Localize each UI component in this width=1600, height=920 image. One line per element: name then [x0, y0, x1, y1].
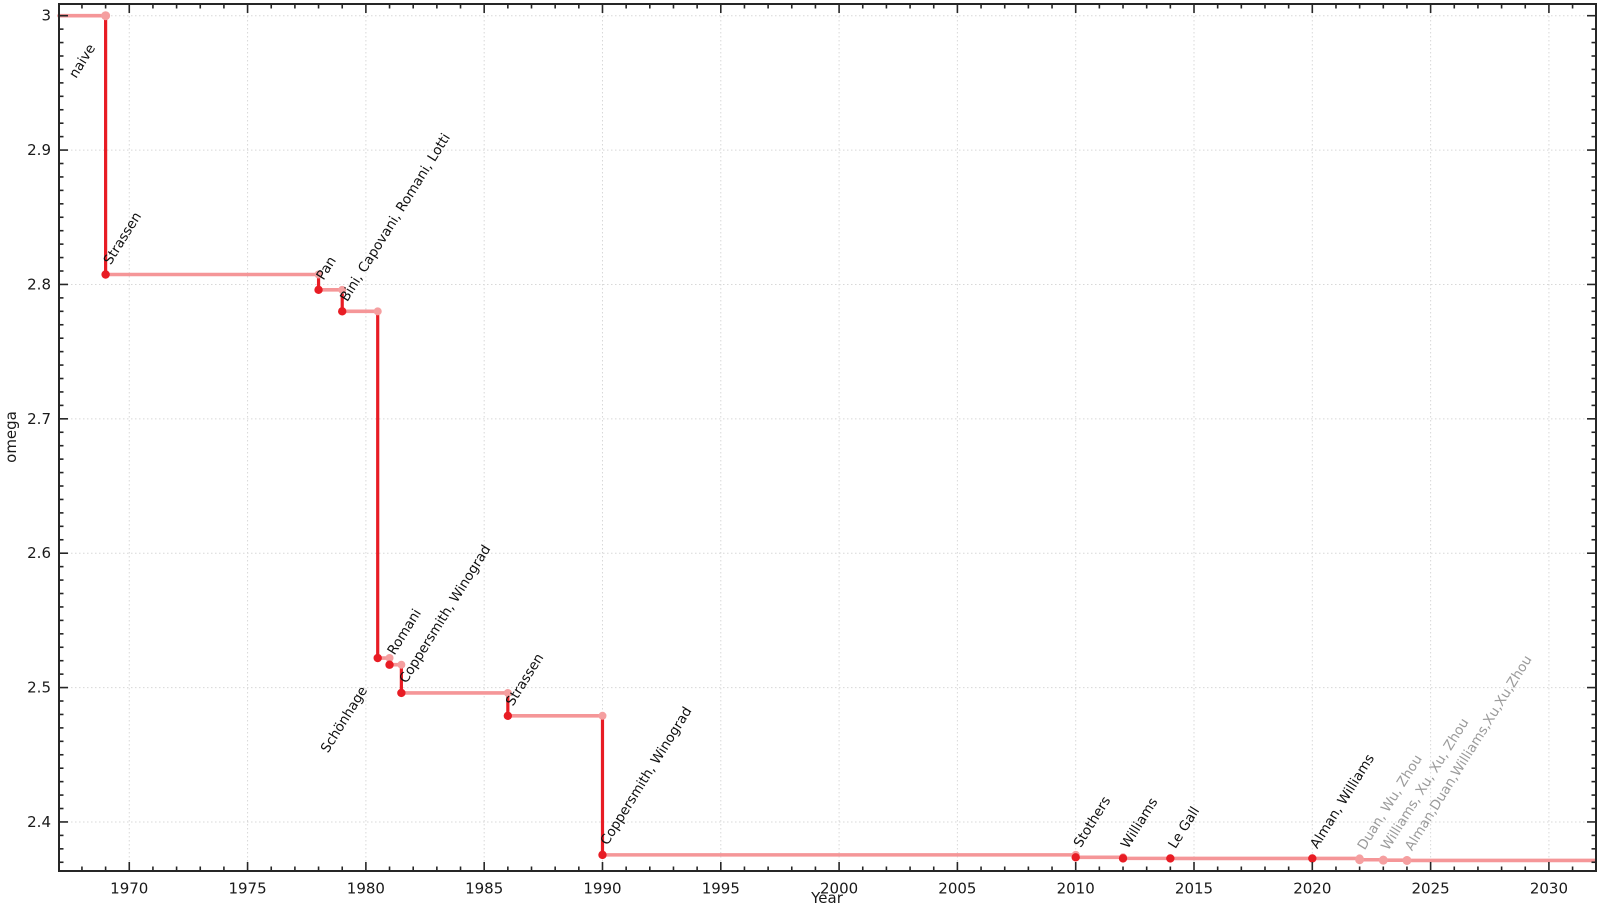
data-point-marker [598, 850, 607, 860]
point-label: Le Gall [1165, 804, 1203, 852]
point-label: Alman,Duan,Williams,Xu,Xu,Zhou [1402, 653, 1536, 854]
data-point-marker [1071, 853, 1080, 862]
point-label: Williams [1118, 795, 1162, 851]
y-axis-tick-label: 2.5 [27, 679, 51, 697]
step-corner-marker [373, 307, 382, 316]
data-point-marker [1378, 855, 1388, 865]
x-axis-tick-label: 2030 [1530, 880, 1568, 898]
data-point-marker [397, 688, 406, 698]
point-label: Coppersmith, Winograd [597, 704, 695, 848]
x-axis-tick-label: 2005 [938, 880, 976, 898]
step-corner-marker [598, 711, 607, 720]
step-corner-marker [503, 688, 512, 697]
point-label: Bini, Capovani, Romani, Lotti [337, 131, 454, 305]
data-point-marker [503, 711, 513, 720]
y-axis-tick-label: 3 [41, 7, 51, 25]
point-label: Schönhage [318, 684, 371, 756]
x-axis-tick-label: 1975 [228, 880, 266, 898]
step-corner-marker [397, 660, 406, 669]
plot-frame [58, 3, 1597, 872]
data-point-marker [1402, 855, 1412, 865]
data-point-marker [1308, 854, 1317, 863]
x-axis-tick-label: 2000 [820, 880, 858, 898]
data-point-marker [338, 307, 347, 316]
point-label: Strassen [503, 651, 548, 709]
y-axis-tick-label: 2.9 [27, 141, 51, 159]
data-point-marker [1166, 854, 1175, 863]
y-axis-tick-label: 2.4 [27, 813, 51, 831]
y-axis-tick-label: 2.6 [27, 544, 51, 562]
x-axis-tick-label: 1995 [702, 880, 740, 898]
data-point-marker [385, 660, 394, 669]
x-axis-tick-label: 1990 [583, 880, 621, 898]
point-label: naive [66, 41, 99, 81]
axis-layer: 1970 1975 1980 1985 1990 1995 2000 2005 2010 2015… [27, 3, 1597, 898]
data-point-marker [373, 653, 382, 663]
x-axis-tick-label: 2020 [1293, 880, 1331, 898]
x-axis-tick-label: 2010 [1057, 880, 1095, 898]
data-point-marker [1118, 854, 1128, 863]
x-axis-tick-label: 1985 [465, 880, 503, 898]
series-layer [57, 11, 1596, 865]
step-corner-marker [385, 654, 394, 663]
x-axis-tick-label: 2025 [1412, 880, 1450, 898]
data-point-marker [314, 285, 323, 295]
y-axis-tick-label: 2.7 [27, 410, 51, 428]
step-corner-marker [338, 285, 347, 294]
x-axis-tick-label: 2015 [1175, 880, 1213, 898]
y-axis-tick-label: 2.8 [27, 275, 51, 293]
data-point-marker [101, 270, 110, 279]
data-point-marker [101, 11, 111, 21]
x-axis-tick-label: 1970 [110, 880, 148, 898]
x-axis-title: Year [810, 889, 844, 907]
data-point-marker [1355, 855, 1365, 865]
step-corner-marker [314, 270, 323, 279]
y-axis-title: omega [2, 411, 20, 463]
x-axis-tick-label: 1980 [347, 880, 385, 898]
grid-layer [59, 4, 1596, 871]
